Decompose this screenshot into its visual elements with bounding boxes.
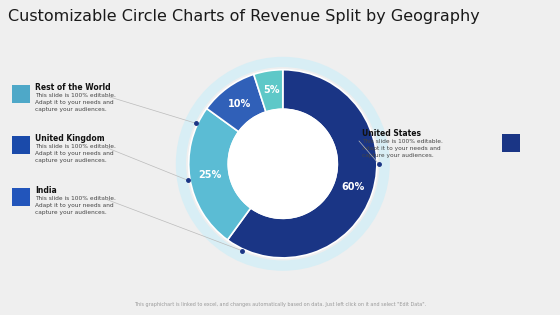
Text: United States: United States <box>362 129 421 138</box>
FancyBboxPatch shape <box>12 85 30 103</box>
Text: Rest of the World: Rest of the World <box>35 83 111 92</box>
Text: Customizable Circle Charts of Revenue Split by Geography: Customizable Circle Charts of Revenue Sp… <box>8 9 480 24</box>
Text: 5%: 5% <box>263 85 279 95</box>
FancyBboxPatch shape <box>502 134 520 152</box>
FancyBboxPatch shape <box>12 188 30 206</box>
Text: This slide is 100% editable.
Adapt it to your needs and
capture your audiences.: This slide is 100% editable. Adapt it to… <box>362 139 443 158</box>
Text: This slide is 100% editable.
Adapt it to your needs and
capture your audiences.: This slide is 100% editable. Adapt it to… <box>35 144 116 163</box>
Text: United Kingdom: United Kingdom <box>35 134 105 143</box>
Text: This graphichart is linked to excel, and changes automatically based on data. Ju: This graphichart is linked to excel, and… <box>134 302 426 307</box>
Circle shape <box>187 68 379 260</box>
Text: This slide is 100% editable.
Adapt it to your needs and
capture your audiences.: This slide is 100% editable. Adapt it to… <box>35 196 116 215</box>
Circle shape <box>176 58 389 270</box>
Wedge shape <box>254 70 283 112</box>
Text: India: India <box>35 186 57 195</box>
FancyBboxPatch shape <box>12 136 30 154</box>
Circle shape <box>228 109 337 218</box>
Wedge shape <box>207 74 266 132</box>
Text: 60%: 60% <box>342 182 365 192</box>
Wedge shape <box>227 70 377 258</box>
Text: 25%: 25% <box>198 170 221 180</box>
Text: This slide is 100% editable.
Adapt it to your needs and
capture your audiences.: This slide is 100% editable. Adapt it to… <box>35 93 116 112</box>
Wedge shape <box>189 108 251 240</box>
Text: 10%: 10% <box>227 99 251 109</box>
